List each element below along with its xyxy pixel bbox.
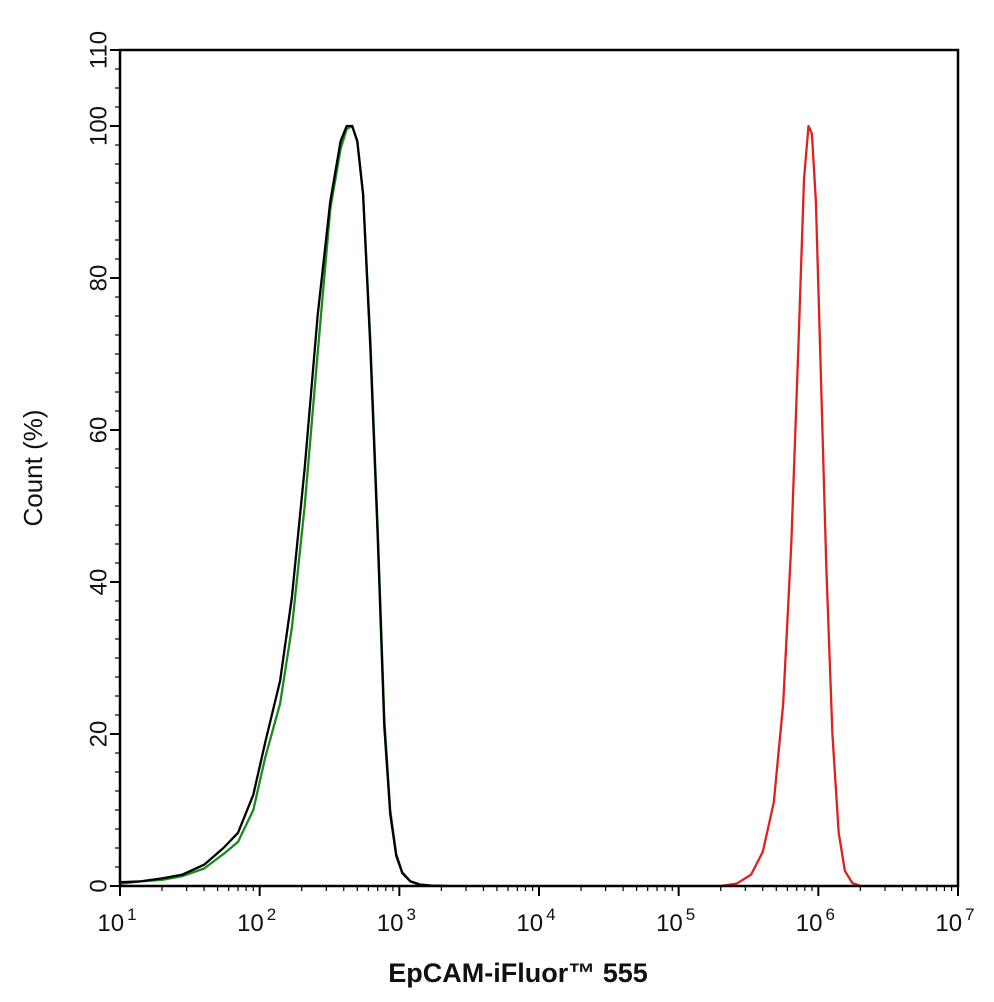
y-tick-label: 110 xyxy=(85,31,112,69)
x-tick-base: 10 xyxy=(97,910,124,937)
series-line-2 xyxy=(118,124,449,888)
x-tick-base: 10 xyxy=(796,910,823,937)
x-tick-label: 10 6 xyxy=(796,905,835,937)
x-tick-base: 10 xyxy=(656,910,683,937)
x-tick-labels: 10 1 10 2 10 3 10 4 10 5 10 6 10 7 xyxy=(97,905,974,937)
y-axis-label: Count (%) xyxy=(18,409,48,526)
x-tick-base: 10 xyxy=(935,910,962,937)
series-line-3 xyxy=(719,124,862,888)
y-tick-label: 20 xyxy=(85,721,112,748)
x-tick-exponent: 4 xyxy=(546,905,555,924)
x-tick-label: 10 4 xyxy=(516,905,555,937)
x-tick-label: 10 1 xyxy=(97,905,136,937)
series-layer xyxy=(118,124,862,888)
x-tick-exponent: 5 xyxy=(686,905,695,924)
y-tick-label: 80 xyxy=(85,265,112,292)
y-tick-label: 40 xyxy=(85,569,112,596)
x-major-ticks xyxy=(119,886,959,896)
plot-frame xyxy=(118,48,960,888)
x-tick-base: 10 xyxy=(516,910,543,937)
y-tick-label: 60 xyxy=(85,417,112,444)
x-tick-label: 10 2 xyxy=(237,905,276,937)
y-tick-labels: 0 20 40 60 80 100 110 xyxy=(85,31,112,893)
x-tick-exponent: 3 xyxy=(406,905,415,924)
x-tick-base: 10 xyxy=(237,910,264,937)
x-tick-exponent: 7 xyxy=(965,905,974,924)
y-major-ticks xyxy=(110,49,120,887)
x-tick-label: 10 5 xyxy=(656,905,695,937)
x-tick-label: 10 3 xyxy=(377,905,416,937)
x-tick-label: 10 7 xyxy=(935,905,974,937)
x-tick-exponent: 2 xyxy=(267,905,276,924)
y-tick-label: 100 xyxy=(85,106,112,146)
y-tick-label: 0 xyxy=(85,879,112,892)
x-tick-base: 10 xyxy=(377,910,404,937)
x-tick-exponent: 6 xyxy=(825,905,834,924)
x-tick-exponent: 1 xyxy=(127,905,136,924)
x-axis-label: EpCAM-iFluor™ 555 xyxy=(388,958,648,988)
series-line-1 xyxy=(118,124,449,888)
